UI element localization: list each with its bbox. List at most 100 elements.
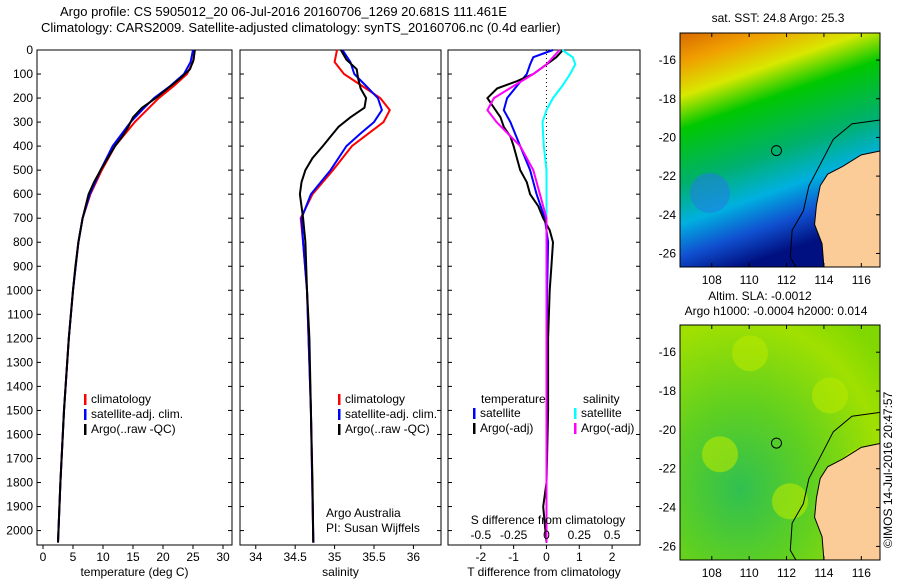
sst-map: sat. SST: 24.8 Argo: 25.3 108 110 112 114 116… (659, 11, 881, 287)
legend-header-salinity: salinity (583, 392, 620, 406)
y-tick-label: 1900 (6, 500, 33, 514)
x-tick-label: 5 (70, 550, 77, 564)
annotation-line2: PI: Susan Wijffels (326, 521, 420, 535)
map-frame (679, 32, 881, 268)
argo-position-marker (770, 437, 782, 449)
x-tick-label: 1 (576, 550, 583, 564)
legend-label: climatology (91, 392, 151, 406)
x-tick-label: 36 (407, 550, 421, 564)
x-tick-label: 112 (777, 273, 796, 287)
x-axis-label: salinity (322, 565, 359, 579)
x2-axis-label: S difference from climatology (471, 513, 626, 527)
series-line-s-argo-adj- (486, 49, 561, 543)
title-line2: Climatology: CARS2009. Satellite-adjuste… (41, 20, 561, 35)
x-tick-label: 110 (740, 566, 759, 580)
x-tick-label: 20 (156, 550, 170, 564)
x2-tick-label: -0.5 (470, 528, 491, 542)
annotation-line1: Argo Australia (326, 506, 401, 520)
x-tick-label: 35.5 (362, 550, 386, 564)
salinity-panel: 34 34.5 35 35.5 36 salinity climatologysatelli… (239, 49, 442, 579)
y-tick-label: -16 (659, 345, 677, 359)
map-frame (679, 324, 881, 561)
x-tick-label: 34 (249, 550, 263, 564)
y-tick-label: 900 (13, 259, 33, 273)
y-tick-label: 1400 (6, 379, 33, 393)
series-line-argo-raw-qc- (298, 49, 368, 543)
argo-position-marker (770, 145, 782, 157)
series-line-t-satellite (502, 49, 554, 543)
legend-header-temperature: temperature (481, 392, 546, 406)
y-tick-label: 1300 (6, 355, 33, 369)
x-tick-label: 35 (328, 550, 342, 564)
y-tick-label: -24 (659, 208, 677, 222)
x-tick-label: 25 (186, 550, 200, 564)
x-tick-label: 34.5 (283, 550, 307, 564)
legend-swatch (574, 408, 577, 419)
y-tick-label: -22 (659, 462, 677, 476)
x-axis-label: T difference from climatology (467, 565, 621, 579)
y-tick-label: 800 (13, 235, 33, 249)
x2-tick-label: 0.25 (568, 528, 592, 542)
credit-text: ©IMOS 14-Jul-2016 20:47:57 (881, 391, 895, 548)
legend-swatch (473, 423, 476, 434)
y-tick-label: -20 (659, 423, 677, 437)
y-tick-label: 1800 (6, 476, 33, 490)
y-tick-label: -18 (659, 384, 677, 398)
legend-swatch (84, 409, 87, 420)
legend-label: Argo(..raw -QC) (345, 422, 430, 436)
sla-anomaly-blob (732, 335, 768, 372)
temperature-panel: 0100200300400500600700800900100011001200… (6, 43, 233, 579)
sla-map-subtitle: Argo h1000: -0.0004 h2000: 0.014 (685, 304, 868, 318)
legend-label: climatology (345, 392, 405, 406)
y-tick-label: 700 (13, 211, 33, 225)
y-tick-label: 1700 (6, 451, 33, 465)
title-line1: Argo profile: CS 5905012_20 06-Jul-2016 … (60, 4, 507, 19)
x-tick-label: 110 (740, 273, 759, 287)
x2-tick-label: 0.5 (604, 528, 621, 542)
y-tick-label: 2000 (6, 524, 33, 538)
sla-anomaly-blob (812, 377, 848, 414)
x-tick-label: 114 (814, 273, 833, 287)
x2-tick-label: 0 (543, 528, 550, 542)
bathymetry-contour (789, 411, 881, 561)
x-tick-label: 108 (702, 566, 722, 580)
x-tick-label: 108 (702, 273, 722, 287)
series-line-satellite-adj-clim- (300, 49, 384, 543)
y-tick-label: 0 (26, 43, 33, 57)
y-tick-label: 400 (13, 139, 33, 153)
x-tick-label: 114 (814, 566, 833, 580)
legend-swatch (338, 424, 341, 435)
sst-map-title: sat. SST: 24.8 Argo: 25.3 (712, 11, 845, 25)
x-tick-label: 112 (777, 566, 796, 580)
sst-cool-patch (690, 173, 730, 213)
y-tick-label: 100 (13, 67, 33, 81)
y-tick-label: 1000 (6, 283, 33, 297)
legend-swatch (84, 394, 87, 405)
y-tick-label: 1200 (6, 331, 33, 345)
legend-label: satellite (480, 406, 521, 420)
sla-anomaly-blob (772, 483, 808, 520)
y-tick-label: -18 (659, 92, 677, 106)
y-tick-label: -26 (659, 539, 677, 553)
x-axis-label: temperature (deg C) (80, 565, 188, 579)
series-line-argo-raw-qc- (57, 49, 196, 543)
legend-swatch (473, 408, 476, 419)
y-tick-label: -16 (659, 53, 677, 67)
x-tick-label: 10 (96, 550, 110, 564)
legend-label: Argo(..raw -QC) (91, 422, 176, 436)
y-tick-label: 1600 (6, 427, 33, 441)
y-tick-label: 600 (13, 187, 33, 201)
y-tick-label: 300 (13, 115, 33, 129)
plot-frame (239, 49, 442, 546)
legend-swatch (338, 409, 341, 420)
legend-label: satellite (581, 406, 622, 420)
x-tick-label: 30 (216, 550, 230, 564)
legend-label: satellite-adj. clim. (345, 407, 437, 421)
x-tick-label: 15 (126, 550, 140, 564)
plot-frame (447, 49, 641, 546)
legend-swatch (84, 424, 87, 435)
x2-tick-label: -0.25 (500, 528, 528, 542)
y-tick-label: -26 (659, 246, 677, 260)
